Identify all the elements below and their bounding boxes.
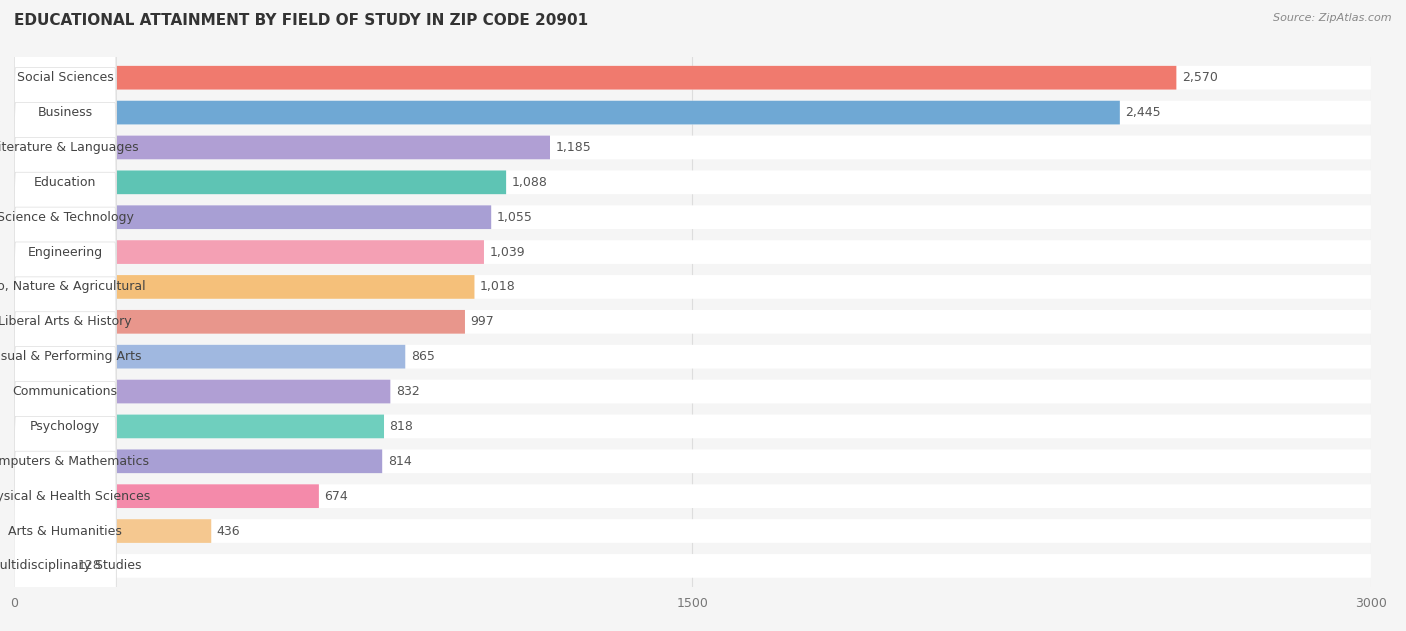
FancyBboxPatch shape (14, 170, 506, 194)
FancyBboxPatch shape (14, 382, 117, 611)
Text: Education: Education (34, 176, 97, 189)
FancyBboxPatch shape (14, 554, 1371, 578)
Text: 814: 814 (388, 455, 412, 468)
FancyBboxPatch shape (14, 0, 117, 192)
FancyBboxPatch shape (14, 240, 484, 264)
Text: 1,018: 1,018 (479, 280, 516, 293)
Text: Computers & Mathematics: Computers & Mathematics (0, 455, 149, 468)
Text: EDUCATIONAL ATTAINMENT BY FIELD OF STUDY IN ZIP CODE 20901: EDUCATIONAL ATTAINMENT BY FIELD OF STUDY… (14, 13, 588, 28)
FancyBboxPatch shape (14, 275, 474, 299)
FancyBboxPatch shape (14, 101, 1371, 124)
Text: Multidisciplinary Studies: Multidisciplinary Studies (0, 560, 142, 572)
Text: 1,185: 1,185 (555, 141, 591, 154)
FancyBboxPatch shape (14, 136, 1371, 159)
FancyBboxPatch shape (14, 345, 1371, 369)
FancyBboxPatch shape (14, 310, 1371, 334)
FancyBboxPatch shape (14, 240, 1371, 264)
FancyBboxPatch shape (14, 170, 1371, 194)
Text: Engineering: Engineering (28, 245, 103, 259)
Text: 436: 436 (217, 524, 240, 538)
FancyBboxPatch shape (14, 136, 550, 159)
FancyBboxPatch shape (14, 172, 117, 401)
Text: Social Sciences: Social Sciences (17, 71, 114, 84)
FancyBboxPatch shape (14, 138, 117, 367)
Text: Arts & Humanities: Arts & Humanities (8, 524, 122, 538)
FancyBboxPatch shape (14, 33, 117, 262)
FancyBboxPatch shape (14, 415, 384, 439)
FancyBboxPatch shape (14, 312, 117, 541)
FancyBboxPatch shape (14, 101, 1119, 124)
FancyBboxPatch shape (14, 207, 117, 437)
Text: Science & Technology: Science & Technology (0, 211, 134, 224)
FancyBboxPatch shape (14, 554, 72, 578)
FancyBboxPatch shape (14, 310, 465, 334)
FancyBboxPatch shape (14, 380, 391, 403)
Text: Bio, Nature & Agricultural: Bio, Nature & Agricultural (0, 280, 145, 293)
FancyBboxPatch shape (14, 0, 117, 227)
FancyBboxPatch shape (14, 485, 319, 508)
FancyBboxPatch shape (14, 277, 117, 506)
Text: 128: 128 (77, 560, 101, 572)
FancyBboxPatch shape (14, 68, 117, 297)
FancyBboxPatch shape (14, 66, 1177, 90)
Text: 818: 818 (389, 420, 413, 433)
FancyBboxPatch shape (14, 205, 491, 229)
Text: 832: 832 (395, 385, 419, 398)
Text: 1,055: 1,055 (496, 211, 533, 224)
FancyBboxPatch shape (14, 416, 117, 631)
Text: 1,088: 1,088 (512, 176, 547, 189)
FancyBboxPatch shape (14, 66, 1371, 90)
FancyBboxPatch shape (14, 519, 1371, 543)
FancyBboxPatch shape (14, 205, 1371, 229)
FancyBboxPatch shape (14, 485, 1371, 508)
FancyBboxPatch shape (14, 275, 1371, 299)
Text: Communications: Communications (13, 385, 118, 398)
Text: Literature & Languages: Literature & Languages (0, 141, 139, 154)
FancyBboxPatch shape (14, 451, 117, 631)
Text: 2,445: 2,445 (1125, 106, 1161, 119)
Text: Source: ZipAtlas.com: Source: ZipAtlas.com (1274, 13, 1392, 23)
Text: Visual & Performing Arts: Visual & Performing Arts (0, 350, 142, 363)
Text: 997: 997 (471, 316, 494, 328)
FancyBboxPatch shape (14, 346, 117, 576)
Text: 865: 865 (411, 350, 434, 363)
FancyBboxPatch shape (14, 415, 1371, 439)
Text: Physical & Health Sciences: Physical & Health Sciences (0, 490, 150, 503)
FancyBboxPatch shape (14, 449, 382, 473)
Text: 674: 674 (325, 490, 349, 503)
FancyBboxPatch shape (14, 242, 117, 471)
Text: Business: Business (38, 106, 93, 119)
Text: 1,039: 1,039 (489, 245, 524, 259)
Text: 2,570: 2,570 (1182, 71, 1218, 84)
FancyBboxPatch shape (14, 519, 211, 543)
FancyBboxPatch shape (14, 345, 405, 369)
Text: Liberal Arts & History: Liberal Arts & History (0, 316, 132, 328)
Text: Psychology: Psychology (30, 420, 100, 433)
FancyBboxPatch shape (14, 449, 1371, 473)
FancyBboxPatch shape (14, 102, 117, 332)
FancyBboxPatch shape (14, 380, 1371, 403)
